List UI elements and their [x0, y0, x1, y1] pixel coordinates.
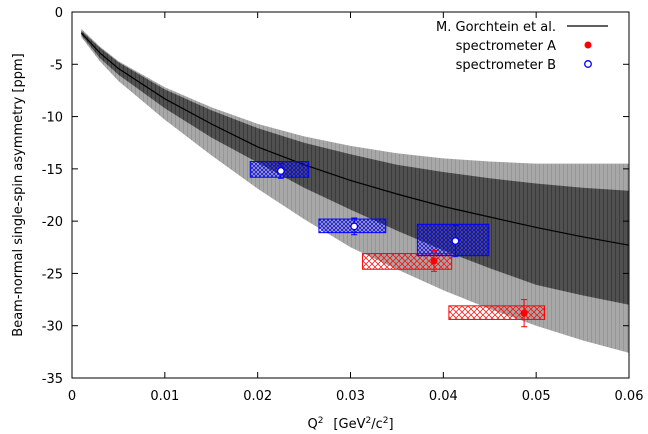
x-axis-label: Q2 [GeV2/c2]: [307, 416, 393, 432]
theory-bands: [81, 28, 630, 353]
y-tick-label: -35: [42, 372, 63, 387]
systematic-boxes: [249, 161, 546, 320]
y-tick-label: -30: [42, 320, 63, 335]
systematic-box: [362, 253, 453, 270]
data-point-spectrometer-b: [276, 166, 285, 175]
x-tick-label: 0.03: [336, 389, 365, 404]
systematic-box: [448, 305, 546, 320]
x-tick-label: 0.04: [429, 389, 458, 404]
y-tick-label: -10: [42, 111, 63, 126]
y-tick-label: -5: [50, 58, 63, 73]
legend: M. Gorchtein et al. spectrometer A spectro…: [436, 20, 608, 73]
y-tick-label: -15: [42, 163, 63, 178]
y-tick-label: -20: [42, 215, 63, 230]
x-tick-label: 0: [68, 389, 76, 404]
y-axis-label: Beam-normal single-spin asymmetry [ppm]: [11, 53, 26, 336]
data-point-spectrometer-a: [430, 257, 438, 265]
y-tick-label: -25: [42, 267, 63, 282]
x-axis-ticks: 0 0.01 0.02 0.03 0.04 0.05 0.06: [68, 12, 644, 404]
x-tick-label: 0.02: [243, 389, 272, 404]
data-point-spectrometer-b: [350, 222, 359, 231]
legend-label: spectrometer B: [456, 58, 556, 73]
theory-curve: [80, 32, 630, 246]
legend-open-marker: [584, 60, 592, 68]
theory-curve-group: [80, 32, 630, 246]
legend-label: spectrometer A: [456, 39, 557, 54]
x-tick-label: 0.06: [615, 389, 644, 404]
data-point-spectrometer-b: [451, 237, 460, 245]
data-points: [276, 163, 528, 328]
x-tick-label: 0.01: [150, 389, 179, 404]
data-point-spectrometer-a: [520, 309, 528, 317]
theory-inner-band: [81, 30, 630, 305]
legend-label: M. Gorchtein et al.: [436, 20, 556, 35]
y-tick-label: 0: [55, 6, 63, 21]
y-axis-ticks: 0 -5 -10 -15 -20 -25 -30 -35: [42, 6, 629, 387]
x-tick-label: 0.05: [522, 389, 551, 404]
legend-filled-marker: [584, 41, 592, 49]
